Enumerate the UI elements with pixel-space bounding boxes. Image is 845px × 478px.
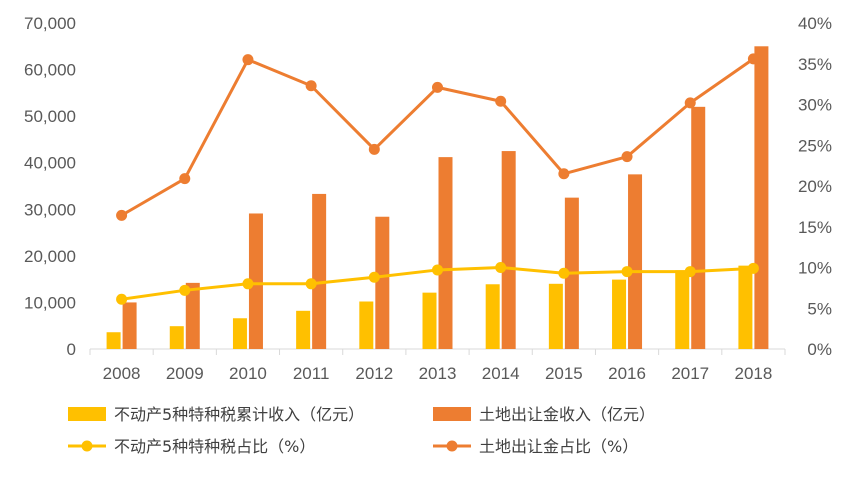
x-tick-label: 2014 [482, 364, 520, 383]
left-y-tick-label: 20,000 [24, 247, 76, 266]
point-land-share-2010 [242, 54, 254, 66]
right-y-tick-label: 40% [798, 14, 832, 33]
legend-swatch-marker [446, 440, 458, 452]
bar-tax-revenue-2012 [359, 301, 374, 349]
x-tick-label: 2015 [545, 364, 583, 383]
right-y-tick-label: 0% [807, 340, 832, 359]
bar-land-revenue-2008 [122, 302, 137, 349]
point-tax-share-2017 [684, 266, 696, 278]
point-tax-share-2011 [305, 278, 317, 290]
point-tax-share-2008 [116, 293, 128, 305]
left-y-tick-label: 10,000 [24, 293, 76, 312]
point-land-share-2015 [558, 168, 570, 180]
point-tax-share-2009 [179, 284, 191, 296]
right-y-tick-label: 20% [798, 177, 832, 196]
bar-land-revenue-2011 [312, 193, 327, 349]
bar-tax-revenue-2016 [612, 279, 627, 349]
point-tax-share-2018 [747, 262, 759, 274]
bar-tax-revenue-2008 [106, 332, 121, 349]
bar-land-revenue-2009 [185, 282, 200, 349]
bar-land-revenue-2018 [754, 46, 769, 350]
bar-land-revenue-2017 [691, 106, 706, 349]
legend-swatch-marker [81, 440, 93, 452]
bar-tax-revenue-2017 [675, 270, 690, 349]
legend-swatch-bar [433, 407, 471, 421]
bar-land-revenue-2010 [248, 213, 263, 349]
point-tax-share-2016 [621, 266, 633, 278]
point-land-share-2013 [432, 81, 443, 93]
bar-tax-revenue-2013 [422, 292, 437, 349]
x-tick-label: 2008 [103, 364, 141, 383]
bar-tax-revenue-2014 [485, 284, 500, 349]
legend-label: 不动产5种特种税累计收入（亿元） [114, 405, 364, 424]
x-tick-label: 2011 [293, 364, 330, 383]
point-land-share-2016 [621, 151, 633, 163]
bar-tax-revenue-2011 [296, 310, 311, 349]
x-tick-label: 2010 [229, 364, 267, 383]
bar-tax-revenue-2009 [169, 326, 184, 349]
point-tax-share-2014 [495, 262, 507, 273]
point-land-share-2011 [305, 80, 317, 92]
point-land-share-2018 [747, 53, 759, 65]
point-land-share-2014 [495, 95, 507, 107]
point-tax-share-2012 [368, 271, 380, 283]
bar-tax-revenue-2010 [232, 318, 247, 349]
legend-label: 土地出让金收入（亿元） [479, 405, 655, 424]
bar-land-revenue-2014 [501, 151, 516, 349]
x-tick-label: 2009 [166, 364, 204, 383]
point-land-share-2008 [116, 209, 128, 221]
x-tick-label: 2016 [608, 364, 646, 383]
left-y-tick-label: 70,000 [24, 14, 76, 33]
left-y-tick-label: 50,000 [24, 107, 76, 126]
point-land-share-2009 [179, 173, 191, 185]
point-land-share-2017 [684, 97, 696, 109]
right-y-tick-label: 15% [798, 218, 832, 237]
right-y-tick-label: 25% [798, 136, 832, 155]
left-y-tick-label: 40,000 [24, 154, 76, 173]
bar-land-revenue-2013 [438, 157, 453, 349]
point-tax-share-2010 [242, 278, 254, 290]
right-y-tick-label: 10% [798, 259, 832, 278]
x-tick-label: 2018 [734, 364, 772, 383]
right-y-tick-label: 35% [798, 55, 832, 74]
right-y-tick-label: 30% [798, 96, 832, 115]
bar-tax-revenue-2015 [548, 283, 563, 349]
left-y-tick-label: 60,000 [24, 61, 76, 80]
left-y-tick-label: 0 [67, 340, 76, 359]
point-land-share-2012 [368, 143, 380, 155]
legend-swatch-bar [68, 407, 106, 421]
x-tick-label: 2012 [355, 364, 393, 383]
point-tax-share-2015 [558, 267, 570, 279]
x-tick-label: 2013 [419, 364, 457, 383]
bar-land-revenue-2016 [628, 174, 643, 349]
legend-label: 不动产5种特种税占比（%） [114, 437, 315, 456]
point-tax-share-2013 [432, 264, 443, 276]
right-y-tick-label: 5% [807, 299, 832, 318]
legend-label: 土地出让金占比（%） [479, 437, 638, 456]
bar-land-revenue-2012 [375, 216, 390, 349]
left-y-tick-label: 30,000 [24, 200, 76, 219]
x-tick-label: 2017 [671, 364, 709, 383]
bar-tax-revenue-2018 [738, 265, 753, 349]
